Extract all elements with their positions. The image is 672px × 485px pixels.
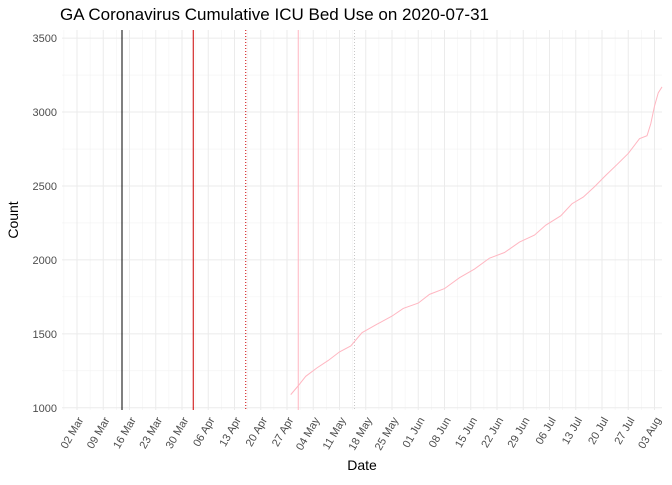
x-tick-label: 30 Mar <box>164 415 192 451</box>
x-tick-label: 27 Apr <box>270 415 296 449</box>
x-tick-label: 25 May <box>373 415 402 453</box>
x-tick-label: 18 May <box>347 415 376 453</box>
y-tick-label: 1000 <box>33 403 57 415</box>
x-tick-label: 13 Jul <box>560 415 585 446</box>
x-tick-label: 23 Mar <box>137 415 165 451</box>
x-tick-label: 27 Jul <box>612 415 637 446</box>
x-tick-label: 06 Apr <box>191 415 217 449</box>
x-tick-label: 20 Jul <box>586 415 611 446</box>
y-tick-label: 1500 <box>33 329 57 341</box>
x-tick-label: 11 May <box>321 415 349 452</box>
y-tick-label: 3000 <box>33 107 57 119</box>
x-tick-label: 09 Mar <box>85 415 113 451</box>
x-tick-label: 15 Jun <box>453 415 480 450</box>
y-tick-label: 2500 <box>33 181 57 193</box>
x-axis-title: Date <box>347 457 377 473</box>
chart-title: GA Coronavirus Cumulative ICU Bed Use on… <box>60 5 489 24</box>
x-tick-label: 01 Jun <box>401 415 428 450</box>
series-line-1 <box>290 86 663 395</box>
x-tick-label: 22 Jun <box>479 415 506 450</box>
x-tick-label: 29 Jun <box>506 415 533 450</box>
y-tick-label: 2000 <box>33 255 57 267</box>
y-axis-title: Count <box>5 201 21 238</box>
x-tick-label: 03 Aug <box>636 415 664 451</box>
x-tick-label: 02 Mar <box>59 415 87 451</box>
x-tick-label: 06 Jul <box>534 415 559 446</box>
x-tick-label: 20 Apr <box>244 415 270 449</box>
x-tick-label: 16 Mar <box>111 415 139 451</box>
x-tick-label: 13 Apr <box>217 415 243 449</box>
x-tick-label: 08 Jun <box>427 415 454 450</box>
y-tick-label: 3500 <box>33 33 57 45</box>
x-tick-label: 04 May <box>294 415 323 453</box>
